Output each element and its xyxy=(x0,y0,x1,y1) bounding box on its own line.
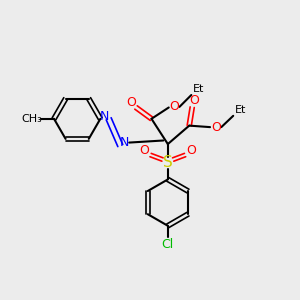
Text: O: O xyxy=(169,100,179,112)
Text: O: O xyxy=(189,94,199,107)
Text: Et: Et xyxy=(235,105,246,115)
Text: O: O xyxy=(127,96,136,109)
Text: S: S xyxy=(163,155,173,170)
Text: O: O xyxy=(186,144,196,157)
Text: N: N xyxy=(100,110,110,123)
Text: Et: Et xyxy=(193,84,204,94)
Text: CH₃: CH₃ xyxy=(21,114,42,124)
Text: O: O xyxy=(211,121,221,134)
Text: Cl: Cl xyxy=(162,238,174,251)
Text: O: O xyxy=(140,144,150,157)
Text: N: N xyxy=(119,136,129,149)
